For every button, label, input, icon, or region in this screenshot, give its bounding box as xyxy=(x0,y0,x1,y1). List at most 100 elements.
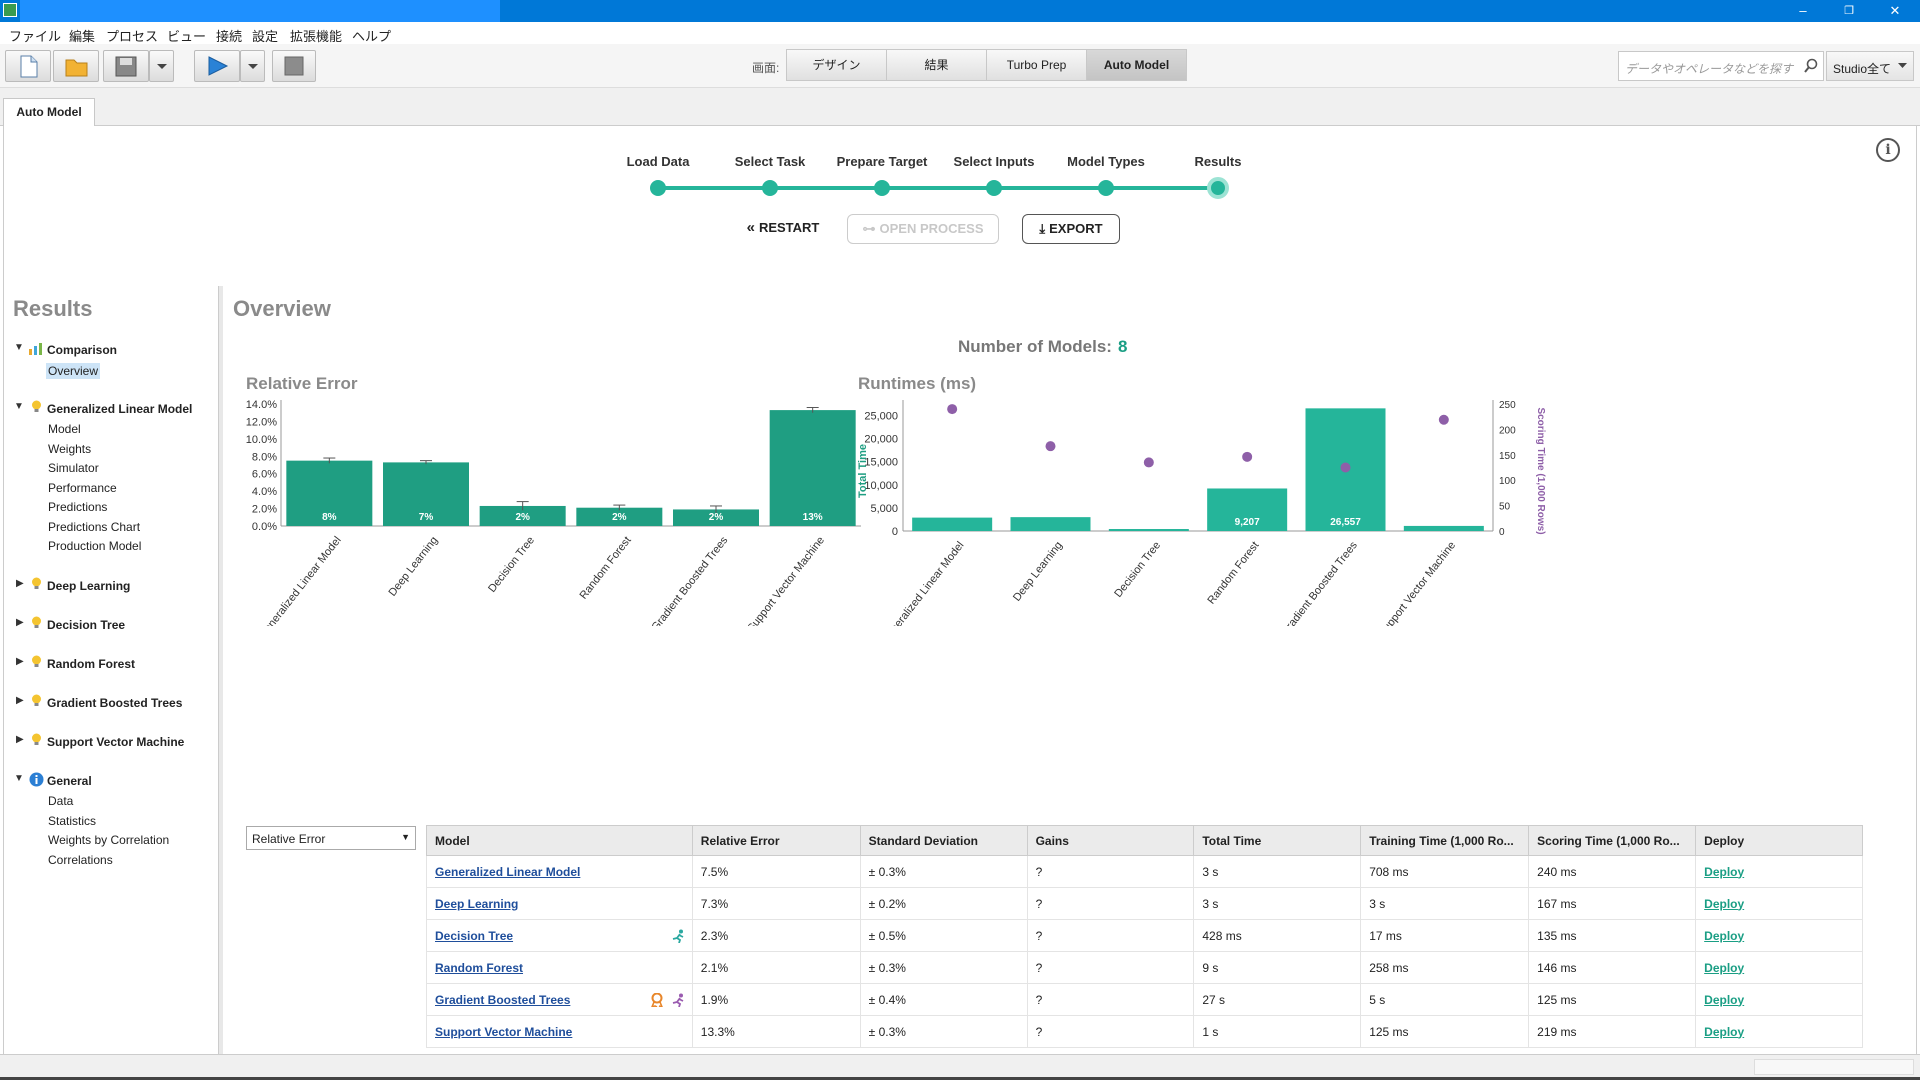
expanded-arrow-icon[interactable]: ▼ xyxy=(14,401,24,412)
studio-scope-select[interactable]: Studio全て xyxy=(1826,51,1914,81)
save-button[interactable] xyxy=(103,50,149,82)
deploy-link[interactable]: Deploy xyxy=(1704,960,1745,975)
collapsed-arrow-icon[interactable]: ▶ xyxy=(16,734,24,745)
cell-relative-error: 1.9% xyxy=(691,983,861,1016)
step-prepare-target[interactable]: Prepare Target xyxy=(836,154,928,169)
collapsed-arrow-icon[interactable]: ▶ xyxy=(16,656,24,667)
search-input[interactable]: データやオペレータなどを探す xyxy=(1618,51,1824,81)
col-deploy[interactable]: Deploy xyxy=(1695,825,1863,856)
step-results[interactable]: Results xyxy=(1194,154,1242,169)
sidebar-item-predictions[interactable]: Predictions xyxy=(48,500,108,514)
model-link[interactable]: Support Vector Machine xyxy=(435,1024,573,1039)
sidebar-group-glm[interactable]: Generalized Linear Model xyxy=(47,402,193,416)
view-turbo-prep-button[interactable]: Turbo Prep xyxy=(986,49,1087,81)
col-standard-deviation[interactable]: Standard Deviation xyxy=(859,825,1028,856)
sidebar-item-production-model[interactable]: Production Model xyxy=(48,539,142,553)
metric-select[interactable]: Relative Error ▼ xyxy=(246,826,416,850)
sidebar-item-predictions-chart[interactable]: Predictions Chart xyxy=(48,520,141,534)
menu-edit[interactable]: 編集 xyxy=(69,29,96,44)
sidebar-splitter[interactable] xyxy=(218,286,223,1054)
sidebar-group-random-forest[interactable]: Random Forest xyxy=(47,657,136,671)
model-link[interactable]: Deep Learning xyxy=(435,896,519,911)
menu-settings[interactable]: 設定 xyxy=(252,29,279,44)
model-link[interactable]: Random Forest xyxy=(435,960,524,975)
collapsed-arrow-icon[interactable]: ▶ xyxy=(16,578,24,589)
menu-connections[interactable]: 接続 xyxy=(216,29,243,44)
new-process-button[interactable] xyxy=(5,50,51,82)
scoring-time-point xyxy=(1340,462,1351,473)
model-link[interactable]: Decision Tree xyxy=(435,928,514,943)
sidebar-item-weights[interactable]: Weights xyxy=(48,442,92,456)
stop-button[interactable] xyxy=(272,50,316,82)
sidebar-item-data[interactable]: Data xyxy=(48,794,74,808)
sidebar-group-comparison[interactable]: Comparison xyxy=(47,343,118,357)
col-gains[interactable]: Gains xyxy=(1026,825,1195,856)
cell-scoring-time: 240 ms xyxy=(1528,855,1697,888)
tab-auto-model[interactable]: Auto Model xyxy=(3,98,95,127)
save-dropdown-button[interactable] xyxy=(149,50,174,82)
col-training-time[interactable]: Training Time (1,000 Ro... xyxy=(1360,825,1530,856)
deploy-link[interactable]: Deploy xyxy=(1704,928,1745,943)
collapsed-arrow-icon[interactable]: ▶ xyxy=(16,695,24,706)
relative-error-bar xyxy=(286,460,373,526)
step-dot[interactable] xyxy=(650,180,666,196)
sidebar-item-model[interactable]: Model xyxy=(48,422,81,436)
step-dot-current[interactable] xyxy=(1207,177,1229,199)
step-model-types[interactable]: Model Types xyxy=(1067,154,1145,169)
deploy-link[interactable]: Deploy xyxy=(1704,992,1745,1007)
sidebar-item-statistics[interactable]: Statistics xyxy=(48,814,97,828)
model-link[interactable]: Generalized Linear Model xyxy=(435,864,581,879)
deploy-link[interactable]: Deploy xyxy=(1704,1024,1745,1039)
model-link[interactable]: Gradient Boosted Trees xyxy=(435,992,571,1007)
run-dropdown-button[interactable] xyxy=(240,50,265,82)
deploy-link[interactable]: Deploy xyxy=(1704,864,1745,879)
menu-file[interactable]: ファイル xyxy=(9,29,62,44)
expanded-arrow-icon[interactable]: ▼ xyxy=(14,773,24,784)
step-dot[interactable] xyxy=(1098,180,1114,196)
menu-process[interactable]: プロセス xyxy=(106,29,159,44)
open-process-button[interactable]: ⊶ OPEN PROCESS xyxy=(847,214,999,244)
col-scoring-time[interactable]: Scoring Time (1,000 Ro... xyxy=(1528,825,1697,856)
step-load-data[interactable]: Load Data xyxy=(626,154,690,169)
sidebar-group-general[interactable]: General xyxy=(47,774,92,788)
expanded-arrow-icon[interactable]: ▼ xyxy=(14,342,24,353)
menu-extensions[interactable]: 拡張機能 xyxy=(290,29,343,44)
col-total-time[interactable]: Total Time xyxy=(1193,825,1362,856)
step-dot[interactable] xyxy=(874,180,890,196)
collapsed-arrow-icon[interactable]: ▶ xyxy=(16,617,24,628)
menu-help[interactable]: ヘルプ xyxy=(352,29,392,44)
sidebar-group-support-vector-machine[interactable]: Support Vector Machine xyxy=(47,735,185,749)
open-button[interactable] xyxy=(53,50,99,82)
close-button[interactable]: ✕ xyxy=(1889,3,1901,18)
step-select-task[interactable]: Select Task xyxy=(734,154,806,169)
restart-button[interactable]: «RESTART xyxy=(738,214,828,244)
sidebar-group-decision-tree[interactable]: Decision Tree xyxy=(47,618,126,632)
sidebar-item-simulator[interactable]: Simulator xyxy=(48,461,99,475)
view-design-button[interactable]: デザイン xyxy=(786,49,887,81)
minimize-button[interactable]: – xyxy=(1799,3,1807,18)
restore-button[interactable]: ❐ xyxy=(1844,5,1854,17)
view-auto-model-button[interactable]: Auto Model xyxy=(1086,49,1187,81)
sidebar-group-gradient-boosted-trees[interactable]: Gradient Boosted Trees xyxy=(47,696,183,710)
col-model[interactable]: Model xyxy=(426,825,693,856)
sidebar-item-performance[interactable]: Performance xyxy=(48,481,117,495)
sidebar-item-weights-by-correlation[interactable]: Weights by Correlation xyxy=(48,833,170,847)
sidebar-item-correlations[interactable]: Correlations xyxy=(48,853,113,867)
sidebar-group-deep-learning[interactable]: Deep Learning xyxy=(47,579,131,593)
info-icon[interactable]: i xyxy=(1876,138,1900,162)
step-dot[interactable] xyxy=(762,180,778,196)
export-button[interactable]: ⤓ EXPORT xyxy=(1022,214,1120,244)
menu-view[interactable]: ビュー xyxy=(167,29,207,44)
run-button[interactable] xyxy=(194,50,240,82)
cell-scoring-time: 125 ms xyxy=(1528,983,1697,1016)
studio-scope-value: Studio全て xyxy=(1833,62,1892,76)
sidebar-item-overview[interactable]: Overview xyxy=(46,363,101,379)
deploy-link[interactable]: Deploy xyxy=(1704,896,1745,911)
step-select-inputs[interactable]: Select Inputs xyxy=(953,154,1035,169)
step-dot[interactable] xyxy=(986,180,1002,196)
wizard-steps: Load Data Select Task Prepare Target Sel… xyxy=(4,126,1918,286)
y2-tick-label: 100 xyxy=(1499,476,1516,487)
col-relative-error[interactable]: Relative Error xyxy=(691,825,861,856)
taskbar-edge xyxy=(0,1077,1920,1080)
view-results-button[interactable]: 結果 xyxy=(886,49,987,81)
